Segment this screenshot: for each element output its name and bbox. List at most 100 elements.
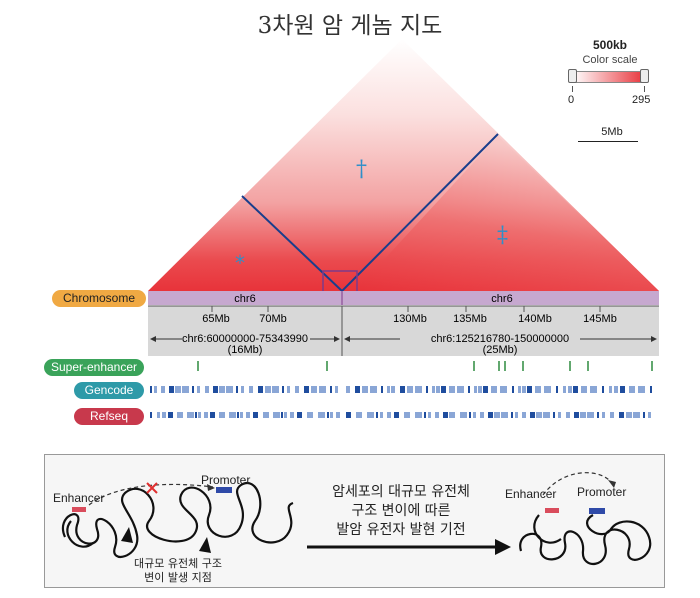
chrom-left-name: chr6 bbox=[234, 293, 255, 305]
gene-feature bbox=[602, 386, 604, 393]
super-enhancer-track-label: Super-enhancer bbox=[44, 359, 144, 376]
chromosome-track-label: Chromosome bbox=[52, 290, 146, 307]
gene-feature bbox=[213, 386, 218, 393]
gene-feature bbox=[536, 412, 542, 418]
mechanism-text-3: 발암 유전자 발현 기전 bbox=[336, 522, 466, 538]
coordinate-ruler bbox=[148, 306, 659, 356]
asterisk-marker: * bbox=[235, 251, 245, 275]
super-enhancer-track bbox=[197, 361, 653, 371]
gene-feature bbox=[367, 412, 374, 418]
color-scale-label: Color scale bbox=[582, 54, 638, 66]
gene-feature bbox=[330, 386, 332, 393]
gene-feature bbox=[381, 386, 383, 393]
tick-label: 65Mb bbox=[202, 313, 230, 325]
gene-feature bbox=[483, 386, 488, 393]
gene-feature bbox=[154, 386, 157, 393]
gene-feature bbox=[394, 412, 399, 418]
gene-feature bbox=[544, 386, 551, 393]
gene-feature bbox=[198, 412, 201, 418]
mechanism-illustration bbox=[61, 472, 652, 566]
resolution-label: 500kb bbox=[592, 38, 628, 52]
scale-bar bbox=[578, 141, 638, 142]
gene-feature bbox=[249, 386, 253, 393]
tick-label: 145Mb bbox=[583, 313, 617, 325]
gene-feature bbox=[494, 412, 500, 418]
gencode-track bbox=[150, 386, 652, 393]
gene-feature bbox=[297, 412, 302, 418]
hic-heatmap: † ‡ * chr6 chr6 65Mb 70Mb 130Mb 135Mb 14… bbox=[148, 39, 659, 418]
tick-label: 135Mb bbox=[453, 313, 487, 325]
enhancer-label-left: Enhancer bbox=[53, 491, 105, 505]
scale-max-handle[interactable] bbox=[640, 69, 649, 83]
gene-feature bbox=[468, 386, 470, 393]
gene-feature bbox=[204, 412, 208, 418]
gene-feature bbox=[469, 412, 471, 418]
gene-feature bbox=[488, 412, 493, 418]
gene-feature bbox=[284, 412, 287, 418]
x-mark-icon bbox=[146, 482, 158, 494]
gene-feature bbox=[518, 386, 521, 393]
gene-feature bbox=[246, 412, 250, 418]
gene-feature bbox=[287, 386, 290, 393]
gene-feature bbox=[265, 386, 271, 393]
gene-feature bbox=[258, 386, 263, 393]
gene-feature bbox=[587, 412, 594, 418]
gene-feature bbox=[240, 412, 243, 418]
chromosome-bar bbox=[148, 291, 659, 305]
gene-feature bbox=[281, 412, 283, 418]
gene-feature bbox=[415, 412, 422, 418]
gene-feature bbox=[553, 412, 555, 418]
gene-feature bbox=[566, 412, 570, 418]
gene-feature bbox=[501, 412, 508, 418]
tick-label: 130Mb bbox=[393, 313, 427, 325]
gene-feature bbox=[543, 412, 550, 418]
scale-bar-label: 5Mb bbox=[601, 126, 623, 138]
gene-feature bbox=[407, 386, 413, 393]
gene-feature bbox=[436, 386, 440, 393]
gene-feature bbox=[626, 412, 632, 418]
right-region-label: chr6:125216780-150000000 bbox=[431, 333, 569, 345]
gene-feature bbox=[449, 412, 455, 418]
gene-feature bbox=[319, 386, 326, 393]
gene-feature bbox=[473, 412, 476, 418]
transition-arrow bbox=[495, 539, 511, 555]
gene-feature bbox=[610, 412, 614, 418]
tick-label: 70Mb bbox=[259, 313, 287, 325]
gene-feature bbox=[219, 386, 225, 393]
gene-feature bbox=[362, 386, 368, 393]
promoter-segment-left bbox=[216, 487, 232, 493]
gene-feature bbox=[387, 412, 391, 418]
gene-feature bbox=[522, 386, 526, 393]
gene-feature bbox=[432, 386, 435, 393]
double-dagger-marker: ‡ bbox=[497, 223, 508, 248]
breakpoint-caption-1: 대규모 유전체 구조 bbox=[134, 557, 222, 570]
promoter-segment-right bbox=[589, 508, 605, 514]
gene-feature bbox=[580, 412, 586, 418]
heatmap-right-domain bbox=[355, 136, 659, 291]
gene-feature bbox=[619, 412, 624, 418]
gene-feature bbox=[273, 412, 280, 418]
gene-feature bbox=[581, 386, 587, 393]
scale-min-handle[interactable] bbox=[568, 69, 577, 83]
gene-feature bbox=[195, 412, 197, 418]
gene-feature bbox=[187, 412, 194, 418]
left-region-label: chr6:60000000-75343990 bbox=[182, 333, 308, 345]
gene-feature bbox=[563, 386, 566, 393]
gene-feature bbox=[426, 386, 428, 393]
gene-feature bbox=[237, 412, 239, 418]
gene-feature bbox=[355, 386, 360, 393]
gene-feature bbox=[304, 386, 309, 393]
gene-feature bbox=[609, 386, 612, 393]
gene-feature bbox=[175, 386, 181, 393]
right-region-size: (25Mb) bbox=[483, 344, 518, 356]
enhancer-label-right: Enhancer bbox=[505, 487, 557, 501]
gene-feature bbox=[480, 412, 484, 418]
promoter-label-left: Promoter bbox=[201, 473, 251, 487]
gene-feature bbox=[311, 386, 317, 393]
gene-feature bbox=[387, 386, 390, 393]
gene-feature bbox=[500, 386, 507, 393]
gene-feature bbox=[568, 386, 572, 393]
gene-feature bbox=[168, 412, 173, 418]
refseq-track-label: Refseq bbox=[74, 408, 144, 425]
gene-feature bbox=[391, 386, 395, 393]
